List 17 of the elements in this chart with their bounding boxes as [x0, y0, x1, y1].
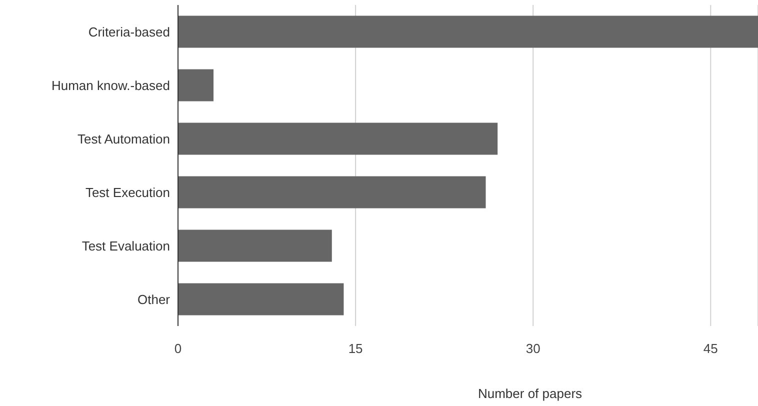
y-tick-label: Test Automation [78, 131, 170, 146]
y-tick-label: Other [137, 292, 171, 307]
y-tick-label: Human know.-based [51, 78, 170, 93]
y-tick-label: Test Execution [85, 184, 170, 200]
x-tick-label: 45 [703, 341, 718, 356]
bar [178, 16, 758, 48]
y-tick-label: Test Evaluation [82, 238, 170, 254]
y-tick-label: Criteria-based [88, 24, 170, 40]
bar [178, 283, 344, 316]
x-tick-label: 15 [348, 341, 363, 356]
x-axis-title: Number of papers [478, 386, 583, 401]
bar [178, 230, 332, 262]
bar [178, 176, 486, 208]
x-tick-label: 0 [174, 341, 182, 356]
bar [178, 122, 498, 155]
x-tick-label: 30 [526, 341, 540, 356]
bar [178, 69, 214, 102]
